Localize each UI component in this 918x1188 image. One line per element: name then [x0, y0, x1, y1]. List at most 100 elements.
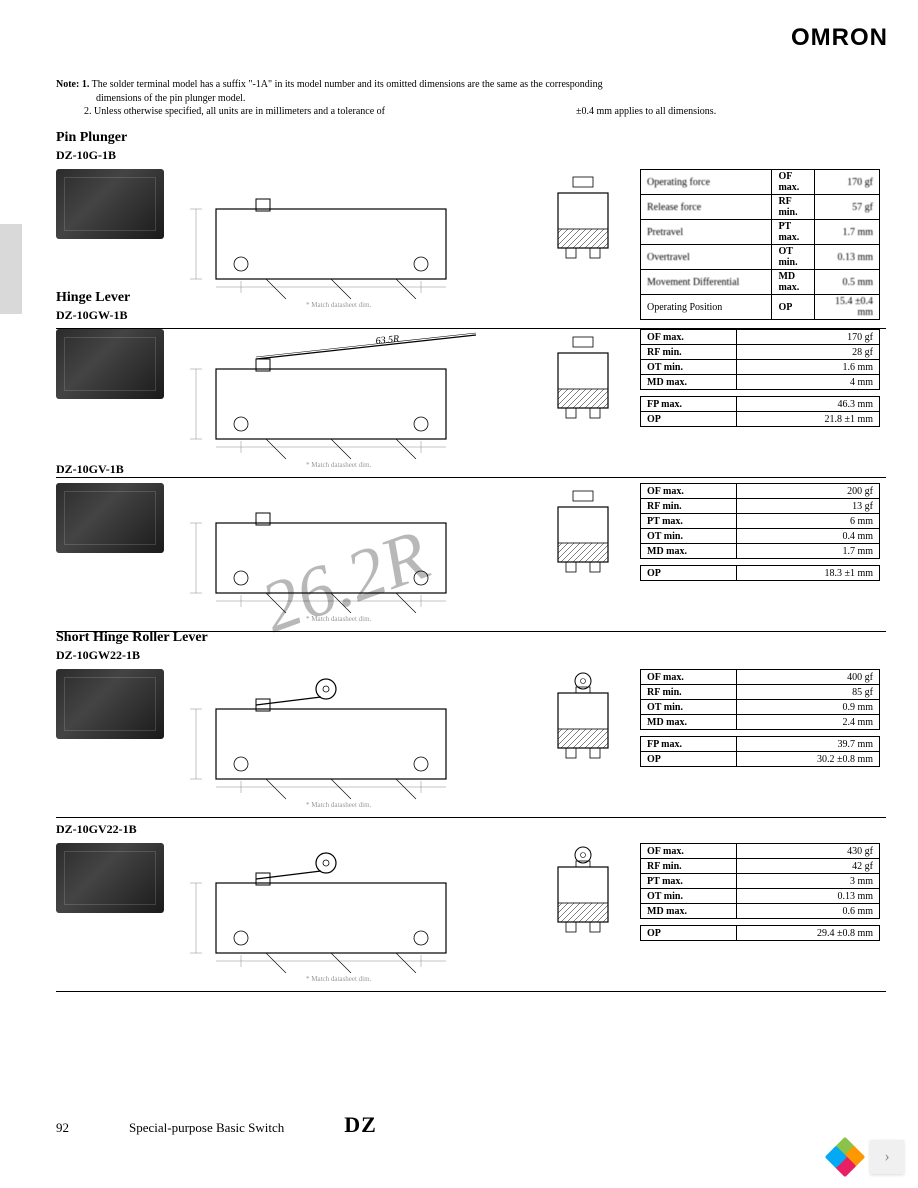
section-title: Hinge Lever [56, 290, 886, 306]
spec-abbr: OT min. [641, 889, 737, 904]
spec-value: 6 mm [736, 514, 879, 529]
side-drawing [538, 669, 628, 769]
spec-value: 18.3 ±1 mm [736, 566, 879, 581]
section-divider [56, 991, 886, 992]
spec-value: 1.6 mm [736, 360, 879, 375]
spec-abbr: OF max. [641, 670, 737, 685]
side-drawing [538, 483, 628, 583]
product-section: Short Hinge Roller Lever DZ-10GW22-1B * … [56, 630, 886, 818]
product-photo [56, 483, 164, 553]
table-row: OT min. 1.6 mm [641, 360, 880, 375]
spec-abbr: OF max. [641, 844, 737, 859]
table-row: Overtravel OT min. 0.13 mm [641, 245, 880, 270]
product-photo [56, 843, 164, 913]
next-page-button[interactable]: › [870, 1140, 904, 1174]
footer-text: Special-purpose Basic Switch [129, 1120, 284, 1136]
main-drawing: 63.5R * Match datasheet dim. [176, 329, 526, 469]
svg-text:* Match datasheet dim.: * Match datasheet dim. [306, 801, 372, 809]
spec-abbr: PT max. [772, 220, 815, 245]
table-row: PT max. 3 mm [641, 874, 880, 889]
spec-value: 170 gf [815, 170, 880, 195]
spec-value: 0.13 mm [815, 245, 880, 270]
spec-abbr: OP [641, 752, 737, 767]
main-drawing: * Match datasheet dim. [176, 483, 526, 623]
main-drawing: * Match datasheet dim. [176, 669, 526, 809]
table-row: MD max. 4 mm [641, 375, 880, 390]
spec-abbr: RF min. [772, 195, 815, 220]
spec-abbr: RF min. [641, 685, 737, 700]
spec-value: 85 gf [736, 685, 879, 700]
spec-value: 13 gf [736, 499, 879, 514]
page-number: 92 [56, 1120, 69, 1136]
spec-label: Pretravel [641, 220, 772, 245]
footer-code: DZ [344, 1112, 377, 1138]
spec-table: OF max. 170 gf RF min. 28 gf OT min. 1.6… [640, 329, 880, 390]
note-1b: dimensions of the pin plunger model. [56, 92, 876, 106]
spec-value: 30.2 ±0.8 mm [736, 752, 879, 767]
product-section: DZ-10GV-1B * Match datasheet dim. [56, 460, 886, 632]
spec-abbr: OP [641, 412, 737, 427]
spec-abbr: MD max. [641, 904, 737, 919]
table-row: Pretravel PT max. 1.7 mm [641, 220, 880, 245]
table-row: Operating force OF max. 170 gf [641, 170, 880, 195]
svg-text:* Match datasheet dim.: * Match datasheet dim. [306, 615, 372, 623]
table-row: Release force RF min. 57 gf [641, 195, 880, 220]
table-row: OF max. 170 gf [641, 330, 880, 345]
spec-value: 200 gf [736, 484, 879, 499]
spec-value: 21.8 ±1 mm [736, 412, 879, 427]
spec-abbr: OP [641, 926, 737, 941]
page-footer: 92 Special-purpose Basic Switch DZ [56, 1112, 876, 1138]
table-row: FP max. 39.7 mm [641, 737, 880, 752]
table-row: OT min. 0.4 mm [641, 529, 880, 544]
spec-abbr: MD max. [641, 544, 737, 559]
table-row: PT max. 6 mm [641, 514, 880, 529]
model-number: DZ-10GV-1B [56, 462, 886, 477]
spec-abbr: OF max. [641, 330, 737, 345]
spec-value: 0.13 mm [736, 889, 879, 904]
spec-abbr: OF max. [772, 170, 815, 195]
note-lead: Note: 1. [56, 79, 89, 90]
spec-value: 1.7 mm [736, 544, 879, 559]
spec-label: Release force [641, 195, 772, 220]
product-section: DZ-10GV22-1B * Match datasheet dim. [56, 820, 886, 992]
spec-value: 170 gf [736, 330, 879, 345]
table-row: OP 30.2 ±0.8 mm [641, 752, 880, 767]
table-row: MD max. 0.6 mm [641, 904, 880, 919]
spec-table-wrap: OF max. 200 gf RF min. 13 gf PT max. 6 m… [640, 483, 880, 581]
spec-abbr: FP max. [641, 737, 737, 752]
table-row: RF min. 13 gf [641, 499, 880, 514]
spec-abbr: FP max. [641, 397, 737, 412]
spec-value: 57 gf [815, 195, 880, 220]
spec-abbr: RF min. [641, 859, 737, 874]
spec-abbr: MD max. [641, 375, 737, 390]
table-row: OF max. 200 gf [641, 484, 880, 499]
notes-block: Note: 1. The solder terminal model has a… [56, 78, 876, 119]
table-row: FP max. 46.3 mm [641, 397, 880, 412]
table-row: MD max. 2.4 mm [641, 715, 880, 730]
spec-value: 2.4 mm [736, 715, 879, 730]
brand-logo: OMRON [791, 24, 888, 52]
product-photo [56, 169, 164, 239]
spec-abbr: OT min. [641, 360, 737, 375]
section-title: Pin Plunger [56, 130, 886, 146]
spec-abbr: MD max. [641, 715, 737, 730]
note-2-lead: 2. [84, 106, 92, 117]
spec-value: 4 mm [736, 375, 879, 390]
table-row: RF min. 28 gf [641, 345, 880, 360]
spec-abbr: OT min. [772, 245, 815, 270]
spec-abbr: RF min. [641, 499, 737, 514]
table-row: OT min. 0.13 mm [641, 889, 880, 904]
table-row: OT min. 0.9 mm [641, 700, 880, 715]
spec-table: OF max. 400 gf RF min. 85 gf OT min. 0.9… [640, 669, 880, 730]
note-2: Unless otherwise specified, all units ar… [94, 105, 385, 119]
product-photo [56, 329, 164, 399]
spec-value: 430 gf [736, 844, 879, 859]
table-row: OP 21.8 ±1 mm [641, 412, 880, 427]
table-row: RF min. 42 gf [641, 859, 880, 874]
spec-value: 0.6 mm [736, 904, 879, 919]
spec-table-secondary: FP max. 39.7 mm OP 30.2 ±0.8 mm [640, 736, 880, 767]
spec-value: 3 mm [736, 874, 879, 889]
note-tolerance: ±0.4 mm applies to all dimensions. [576, 105, 716, 119]
spec-label: Overtravel [641, 245, 772, 270]
corner-logo-icon [828, 1140, 862, 1174]
